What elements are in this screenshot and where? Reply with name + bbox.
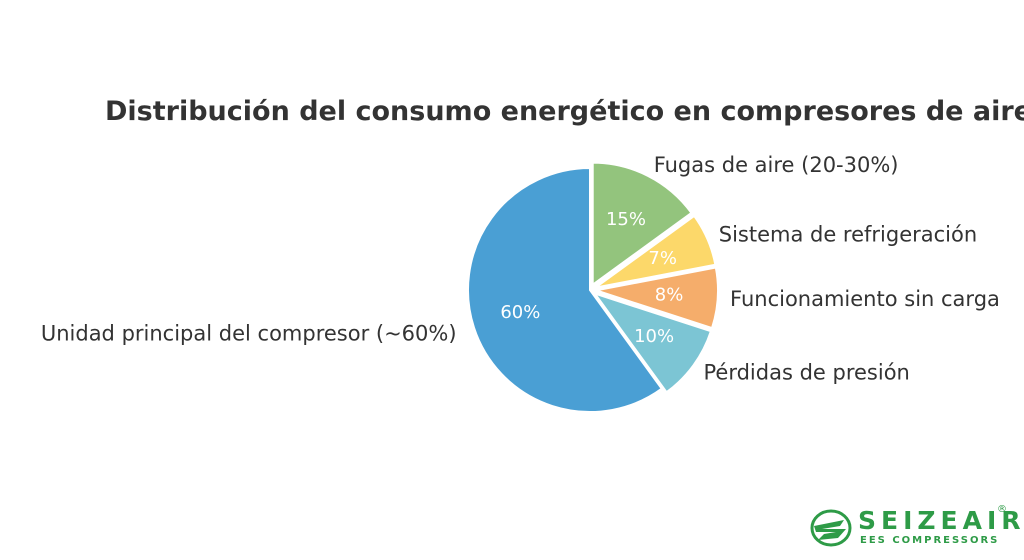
pie-percentage-label: 8% [655,284,684,305]
seizeair-emblem-icon [810,509,852,547]
pie-percentage-label: 15% [606,209,646,230]
pie-percentage-label: 10% [634,326,674,347]
pie-slice-label: Sistema de refrigeración [719,222,977,246]
chart-title: Distribución del consumo energético en c… [105,96,1024,127]
pie-slice [594,214,717,289]
pie-slice [591,161,693,287]
logo-tagline: EES COMPRESSORS [860,535,1000,546]
pie-slice-label: Pérdidas de presión [704,360,910,384]
pie-slice-label: Unidad principal del compresor (~60%) [41,321,457,345]
logo-registered-mark: ® [997,504,1007,515]
pie-slice-label: Fugas de aire (20-30%) [654,153,899,177]
pie-percentage-label: 60% [500,302,540,323]
pie-slice-label: Funcionamiento sin carga [730,287,1000,311]
logo-name: SEIZEAIR [858,506,1024,535]
pie-slice [467,166,664,413]
pie-percentage-label: 7% [648,248,677,269]
seizeair-logo: SEIZEAIR ® EES COMPRESSORS [810,504,1021,552]
pie-slice [595,266,719,330]
pie-slice [592,291,713,394]
